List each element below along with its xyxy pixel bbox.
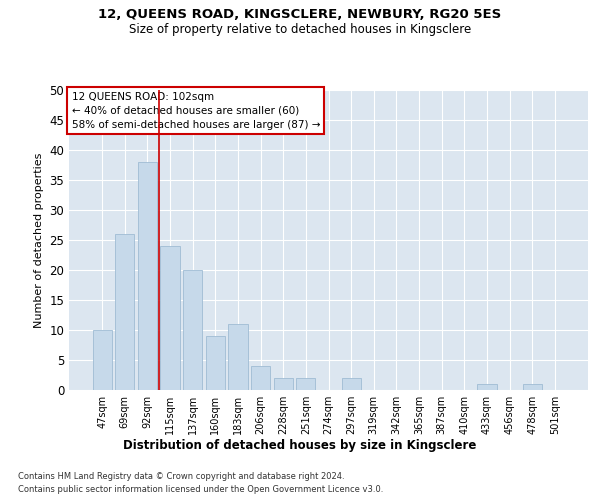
Bar bbox=[183, 270, 202, 390]
Bar bbox=[274, 378, 293, 390]
Text: 12, QUEENS ROAD, KINGSCLERE, NEWBURY, RG20 5ES: 12, QUEENS ROAD, KINGSCLERE, NEWBURY, RG… bbox=[98, 8, 502, 20]
Text: Contains HM Land Registry data © Crown copyright and database right 2024.: Contains HM Land Registry data © Crown c… bbox=[18, 472, 344, 481]
Text: Distribution of detached houses by size in Kingsclere: Distribution of detached houses by size … bbox=[124, 440, 476, 452]
Bar bbox=[296, 378, 316, 390]
Bar bbox=[229, 324, 248, 390]
Text: 12 QUEENS ROAD: 102sqm
← 40% of detached houses are smaller (60)
58% of semi-det: 12 QUEENS ROAD: 102sqm ← 40% of detached… bbox=[71, 92, 320, 130]
Y-axis label: Number of detached properties: Number of detached properties bbox=[34, 152, 44, 328]
Bar bbox=[160, 246, 180, 390]
Bar bbox=[206, 336, 225, 390]
Bar bbox=[251, 366, 270, 390]
Bar bbox=[341, 378, 361, 390]
Text: Size of property relative to detached houses in Kingsclere: Size of property relative to detached ho… bbox=[129, 22, 471, 36]
Bar bbox=[523, 384, 542, 390]
Bar bbox=[92, 330, 112, 390]
Text: Contains public sector information licensed under the Open Government Licence v3: Contains public sector information licen… bbox=[18, 485, 383, 494]
Bar bbox=[115, 234, 134, 390]
Bar bbox=[477, 384, 497, 390]
Bar bbox=[138, 162, 157, 390]
